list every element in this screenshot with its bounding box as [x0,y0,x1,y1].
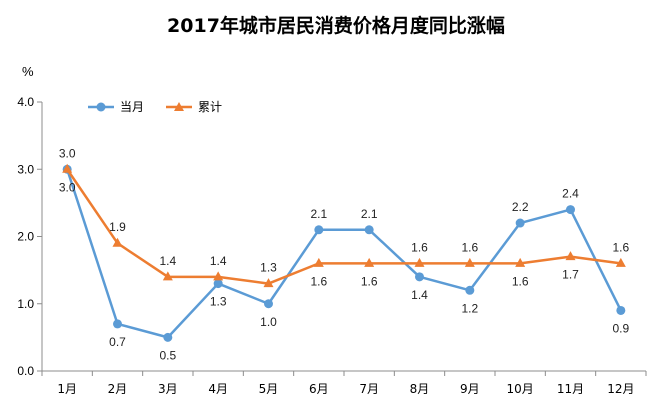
data-label: 1.2 [461,301,478,315]
data-label: 2.2 [512,200,529,214]
series-layer [62,163,626,342]
legend-cumulative-marker [174,102,184,111]
series-cumulative-line [66,168,621,285]
x-tick-label: 3月 [158,382,178,396]
legend-item-monthly: 当月 [88,100,144,114]
data-point [112,237,123,247]
x-tick-label: 9月 [460,382,480,396]
x-tick-label: 11月 [557,382,584,396]
legend-cumulative-label: 累计 [198,100,222,114]
data-label: 2.1 [310,207,327,221]
y-axis-ticks: 0.0 1.0 2.0 3.0 4.0 [17,95,42,378]
data-point [264,299,273,309]
data-point [465,285,475,295]
data-label: 2.4 [562,187,579,201]
data-point [113,319,122,329]
data-point [314,225,324,235]
data-label: 1.6 [461,240,478,254]
data-label: 1.4 [411,288,428,302]
data-label: 1.0 [260,315,277,329]
data-point [263,278,274,288]
data-point [565,251,576,261]
data-point [163,332,173,342]
data-label: 0.9 [612,321,629,335]
data-label: 1.4 [159,254,176,268]
legend-monthly-marker [96,102,106,112]
data-point [364,225,374,235]
x-tick-label: 5月 [259,382,279,396]
data-label: 1.6 [512,274,529,288]
y-tick-label: 3.0 [17,162,34,176]
x-axis-ticks: 1月 2月 3月 4月 5月 6月 7月 8月 9月 10月 11月 12月 [41,371,647,396]
data-point [415,272,424,282]
data-point [515,257,526,267]
data-label: 3.0 [59,180,76,194]
x-tick-label: 12月 [607,382,634,396]
x-tick-label: 2月 [108,382,128,396]
series-cumulative [62,163,626,288]
data-label: 1.6 [612,240,629,254]
data-label: 1.6 [361,274,378,288]
y-tick-label: 1.0 [17,297,34,311]
data-label: 1.6 [310,274,327,288]
data-point [364,257,375,267]
axes [41,102,646,372]
series-monthly [62,164,626,342]
data-label: 1.4 [210,254,227,268]
data-label: 0.7 [109,335,126,349]
legend-monthly-label: 当月 [120,100,144,114]
series-monthly-line [65,168,622,339]
y-tick-label: 2.0 [17,230,34,244]
data-label: 3.0 [59,146,76,160]
data-label: 1.6 [411,240,428,254]
x-tick-label: 4月 [208,382,228,396]
data-label: 0.5 [159,348,176,362]
legend: 当月 累计 [88,100,222,114]
y-tick-label: 0.0 [17,364,34,378]
legend-item-cumulative: 累计 [166,100,222,114]
data-point [414,257,425,267]
chart-title: 2017年城市居民消费价格月度同比涨幅 [167,14,505,37]
x-tick-label: 7月 [359,382,379,396]
x-tick-label: 1月 [57,382,77,396]
data-point [62,163,73,173]
y-axis-unit: % [22,64,34,79]
data-point [616,305,626,315]
data-labels: 3.0 0.7 0.5 1.3 1.0 2.1 2.1 1.4 1.2 2.2 2.4 0.9 3.0 1… [59,146,630,362]
data-label: 1.9 [109,220,126,234]
data-point [162,271,173,281]
data-point [515,218,525,228]
y-tick-label: 4.0 [17,95,34,109]
x-tick-label: 10月 [507,382,534,396]
data-point [213,279,223,289]
data-point [464,257,475,267]
data-label: 2.1 [361,207,378,221]
x-tick-label: 6月 [309,382,329,396]
data-label: 1.3 [260,261,277,275]
data-point [615,257,626,267]
data-label: 1.7 [562,268,579,282]
data-label: 1.3 [210,295,227,309]
data-point [213,271,224,281]
data-point [566,205,575,215]
x-tick-label: 8月 [410,382,430,396]
data-point [313,257,324,267]
